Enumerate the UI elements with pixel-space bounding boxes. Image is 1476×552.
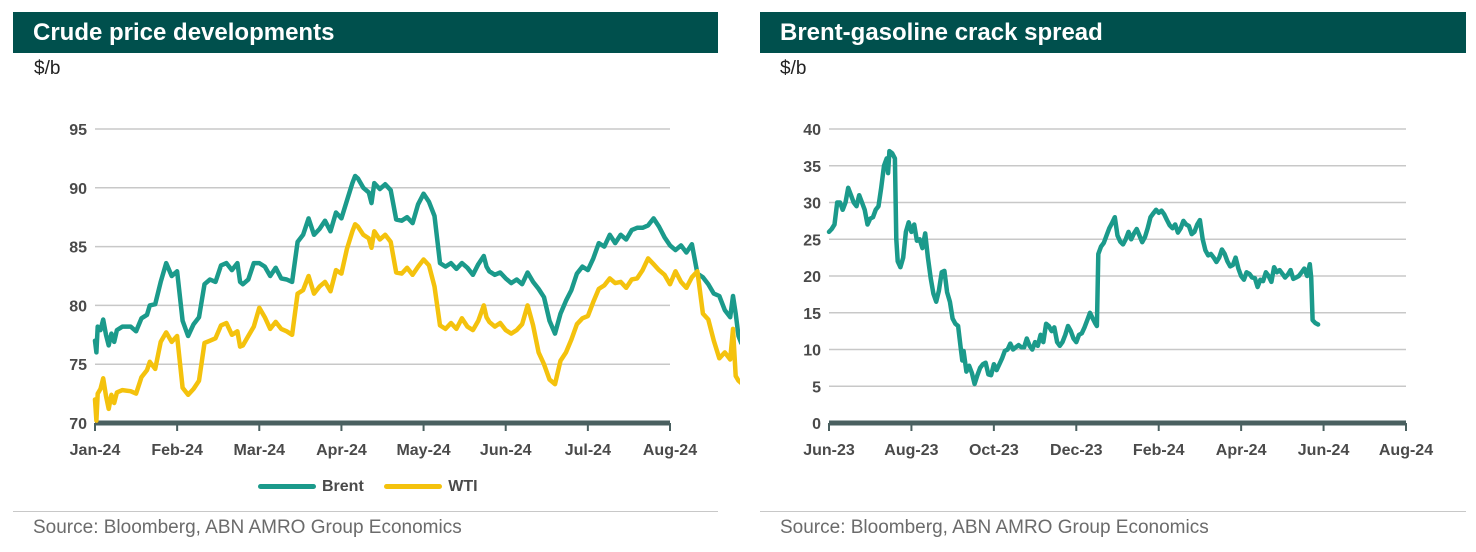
crude-price-panel: Crude price developments $/b 95 90 85 80 75 7… bbox=[13, 12, 740, 538]
crack-spread-panel: Brent-gasoline crack spread $/b 40 35 30 25… bbox=[748, 0, 1476, 552]
y-tick-label: 40 bbox=[803, 122, 821, 139]
x-tick-label: Feb-24 bbox=[1133, 442, 1185, 459]
series-line bbox=[826, 148, 1321, 387]
y-tick-label: 35 bbox=[803, 159, 821, 176]
y-tick-label: 20 bbox=[803, 269, 821, 286]
legend-label-brent: Brent bbox=[322, 478, 364, 495]
x-tick-label: Apr-24 bbox=[316, 442, 367, 459]
y-tick-label: 10 bbox=[803, 343, 821, 360]
source-divider bbox=[13, 511, 718, 512]
y-tick-label: 95 bbox=[69, 122, 87, 139]
y-tick-label: 25 bbox=[803, 232, 821, 249]
x-tick-label: Oct-23 bbox=[969, 442, 1019, 459]
legend-swatch-wti bbox=[384, 484, 443, 490]
source-note: Source: Bloomberg, ABN AMRO Group Econom… bbox=[780, 517, 1209, 538]
series-line-brent bbox=[92, 173, 740, 355]
crude-price-chart: 95 90 85 80 75 70 Jan-24 Feb-24 Mar-24 Apr-24 May-… bbox=[69, 122, 740, 459]
x-tick-label: Jun-24 bbox=[1298, 442, 1350, 459]
y-tick-label: 30 bbox=[803, 196, 821, 213]
series-line-wti bbox=[92, 222, 740, 423]
y-tick-label: 90 bbox=[69, 181, 87, 198]
x-tick-label: Jun-24 bbox=[480, 442, 532, 459]
legend-item-wti: WTI bbox=[384, 478, 478, 496]
y-unit-label: $/b bbox=[780, 58, 807, 79]
y-tick-label: 85 bbox=[69, 240, 87, 257]
chart-title: Brent-gasoline crack spread bbox=[760, 12, 1466, 53]
y-tick-label: 75 bbox=[69, 357, 87, 374]
x-tick-label: Mar-24 bbox=[233, 442, 285, 459]
x-tick-label: Feb-24 bbox=[151, 442, 203, 459]
legend-item-brent: Brent bbox=[258, 478, 364, 496]
x-tick-label: Aug-24 bbox=[1379, 442, 1433, 459]
source-note: Source: Bloomberg, ABN AMRO Group Econom… bbox=[33, 517, 462, 538]
x-tick-label: Jun-23 bbox=[803, 442, 855, 459]
y-tick-label: 15 bbox=[803, 306, 821, 323]
y-tick-label: 80 bbox=[69, 298, 87, 315]
chart-title: Crude price developments bbox=[13, 12, 718, 53]
legend: Brent WTI bbox=[258, 478, 494, 496]
x-tick-label: Jan-24 bbox=[70, 442, 121, 459]
y-tick-label: 0 bbox=[812, 416, 821, 433]
x-tick-label: Apr-24 bbox=[1216, 442, 1267, 459]
x-tick-label: Jul-24 bbox=[565, 442, 611, 459]
source-divider bbox=[760, 511, 1466, 512]
x-tick-label: May-24 bbox=[396, 442, 450, 459]
x-tick-label: Dec-23 bbox=[1050, 442, 1103, 459]
legend-label-wti: WTI bbox=[448, 478, 478, 495]
x-tick-label: Aug-24 bbox=[643, 442, 697, 459]
y-unit-label: $/b bbox=[34, 58, 61, 79]
crack-spread-chart: 40 35 30 25 20 15 10 5 0 Jun-23 Aug-23 Oct-23 Dec-23… bbox=[803, 122, 1433, 459]
y-tick-label: 70 bbox=[69, 416, 87, 433]
x-tick-label: Aug-23 bbox=[884, 442, 938, 459]
legend-swatch-brent bbox=[258, 484, 316, 490]
y-tick-label: 5 bbox=[812, 379, 821, 396]
